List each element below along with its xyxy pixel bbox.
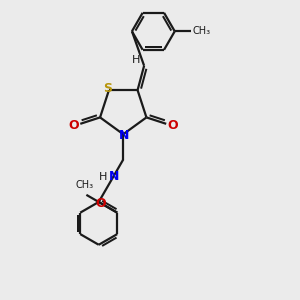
Text: CH₃: CH₃	[76, 180, 94, 190]
Text: S: S	[103, 82, 112, 95]
Text: H: H	[99, 172, 107, 182]
Text: H: H	[132, 55, 140, 65]
Text: N: N	[109, 170, 119, 183]
Text: O: O	[167, 119, 178, 132]
Text: N: N	[119, 129, 129, 142]
Text: O: O	[95, 196, 106, 209]
Text: O: O	[69, 119, 80, 132]
Text: CH₃: CH₃	[193, 26, 211, 36]
